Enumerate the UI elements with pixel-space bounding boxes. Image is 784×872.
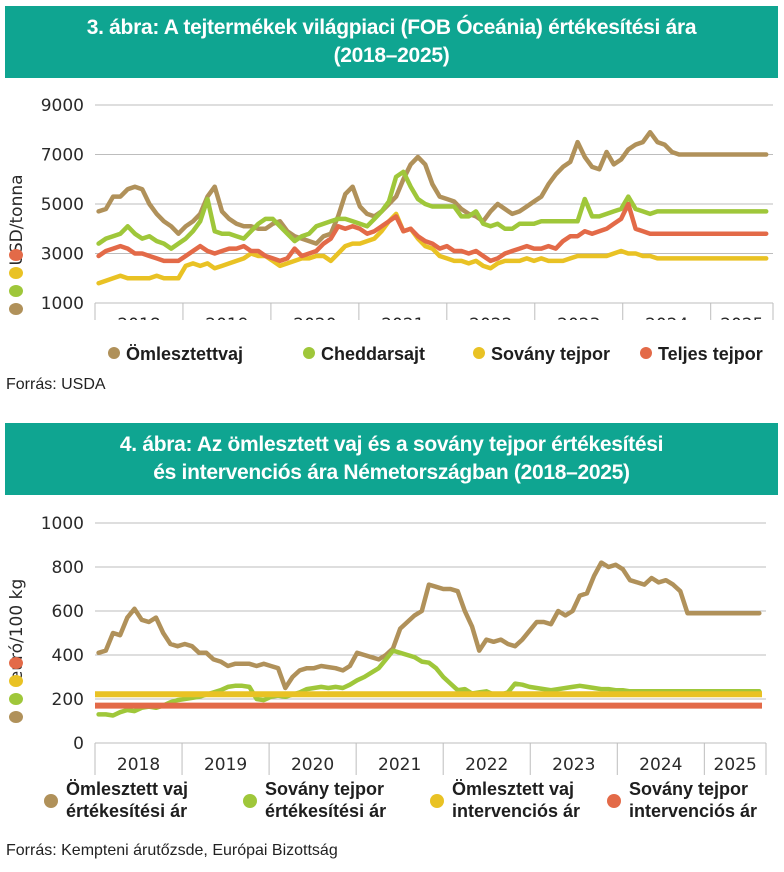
y-tick-label: 9000 [41,96,84,116]
legend-dot-icon [640,347,652,360]
legend-item: Sovány tejpor [473,344,610,365]
axis-legend-dot [9,711,23,723]
figure3-chart: 1000 3000 5000 7000 9000 2018 2019 2020 2021 2022… [7,96,774,320]
y-tick-label: 200 [52,690,84,710]
y-tick-label: 3000 [41,245,84,265]
x-tick-label: 2020 [291,755,334,775]
figure4-legend: Ömlesztett vaj értékesítési ár Sovány tejp… [0,778,784,828]
legend-label: Teljes tejpor [658,344,763,364]
series-line-ömlesztett-vaj-értékesítési-ár [96,560,762,691]
figure4-title-banner: 4. ábra: Az ömlesztett vaj és a sovány t… [5,423,778,495]
x-tick-label: 2022 [465,755,508,775]
figure3-source: Forrás: USDA [6,376,106,393]
legend-label: Ömlesztett vaj intervenciós ár [452,779,581,821]
y-tick-label: 1000 [41,514,84,534]
axis-legend-dot [9,675,23,687]
y-tick-label: 1000 [41,294,84,314]
legend-item: Cheddarsajt [303,344,425,365]
y-tick-label: 7000 [41,146,84,166]
axis-legend-dot [9,693,23,705]
x-tick-label: 2025 [714,755,757,775]
legend-item: Ömlesztettvaj [108,344,243,365]
y-axis-label: euró/100 kg [7,579,27,681]
axis-legend-dot [9,657,23,669]
figure4-title-line2: és intervenciós ára Németországban (2018… [153,461,630,484]
x-tick-label: 2024 [645,315,688,320]
series-line-teljes-tejpor [96,201,769,264]
x-tick-label: 2019 [204,755,247,775]
figure3-title-banner: 3. ábra: A tejtermékek világpiaci (FOB Ó… [5,6,778,78]
x-tick-label: 2024 [639,755,682,775]
x-tick-label: 2018 [117,315,160,320]
x-tick-label: 2019 [205,315,248,320]
y-tick-label: 600 [52,602,84,622]
figure3-title-line2: (2018–2025) [333,44,450,67]
legend-dot-icon [243,794,257,808]
legend-dot-icon [473,347,485,360]
figure3-legend: Ömlesztettvaj Cheddarsajt Sovány tejpor Tel… [0,344,784,372]
figure4-title-line1: 4. ábra: Az ömlesztett vaj és a sovány t… [119,433,664,456]
series-line-sovány-tejpor [96,211,769,286]
legend-label: Sovány tejpor [491,344,611,364]
axis-legend-dot [9,267,23,279]
legend-label: Sovány tejpor intervenciós ár [629,779,758,821]
x-tick-label: 2021 [381,315,424,320]
legend-label: Cheddarsajt [321,344,426,364]
legend-label: Sovány tejpor értékesítési ár [265,779,387,821]
x-tick-label: 2023 [552,755,595,775]
legend-label: Ömlesztettvaj [126,344,244,364]
legend-label: Ömlesztett vaj értékesítési ár [66,779,189,821]
series-line-ömlesztettvaj [96,129,769,246]
legend-dot-icon [108,347,120,360]
y-tick-label: 5000 [41,195,84,215]
y-tick-label: 800 [52,558,84,578]
y-tick-label: 0 [73,734,84,754]
x-tick-label: 2018 [117,755,160,775]
figure4-chart: 0 200 400 600 800 1000 2018 2019 2020 2021 2022 202… [7,514,767,775]
x-tick-label: 2025 [720,315,763,320]
axis-legend-dot [9,303,23,315]
figure3-title-line1: 3. ábra: A tejtermékek világpiaci (FOB Ó… [86,16,697,39]
axis-legend-dot [9,285,23,297]
x-tick-label: 2020 [293,315,336,320]
axis-legend-dot [9,249,23,261]
y-tick-label: 400 [52,646,84,666]
x-tick-label: 2023 [557,315,600,320]
legend-dot-icon [44,794,58,808]
y-axis-label: USD/tonna [7,174,27,265]
x-tick-label: 2021 [378,755,421,775]
legend-dot-icon [607,794,621,808]
x-tick-label: 2022 [469,315,512,320]
legend-dot-icon [303,347,315,360]
legend-item: Teljes tejpor [640,344,763,365]
figure4-source: Forrás: Kempteni árutőzsde, Európai Bizo… [6,842,338,859]
legend-dot-icon [430,794,444,808]
series-line-cheddarsajt [96,169,769,251]
